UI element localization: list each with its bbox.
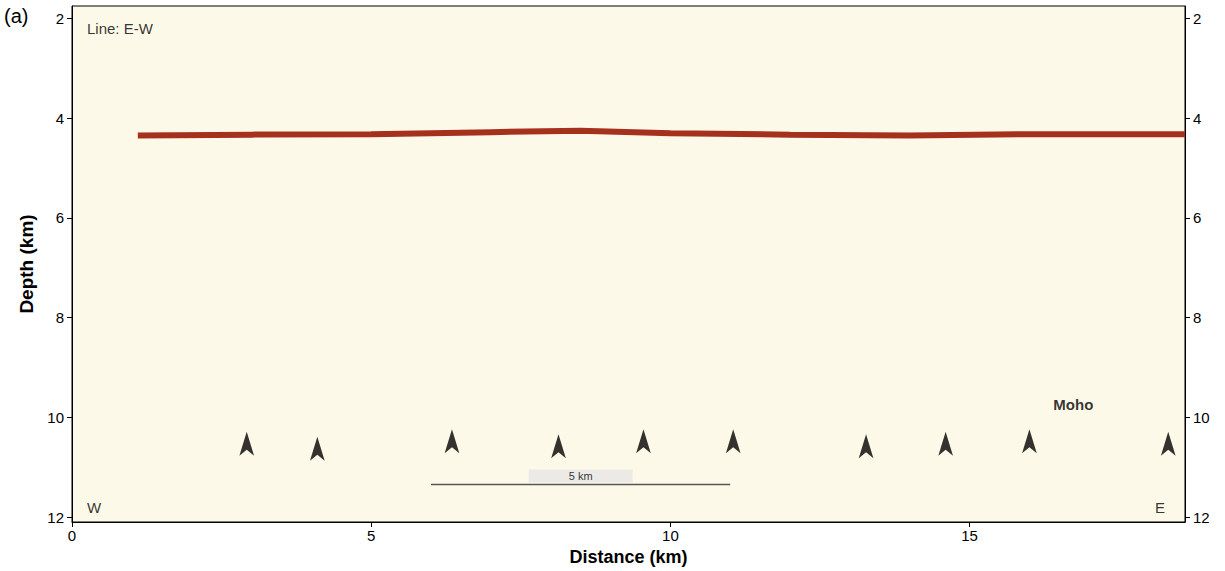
svg-text:10: 10 [47,409,64,426]
svg-text:(a): (a) [4,5,28,27]
svg-text:10: 10 [662,527,679,544]
svg-text:10: 10 [1193,409,1210,426]
svg-text:W: W [87,499,102,516]
svg-text:5: 5 [367,527,375,544]
svg-text:5 km: 5 km [569,470,593,482]
svg-text:6: 6 [1193,209,1201,226]
svg-text:6: 6 [56,209,64,226]
svg-text:4: 4 [56,110,64,127]
svg-text:4: 4 [1193,110,1201,127]
svg-text:2: 2 [1193,10,1201,27]
svg-text:Line: E-W: Line: E-W [87,20,154,37]
svg-text:Moho: Moho [1053,396,1093,413]
svg-text:8: 8 [56,309,64,326]
svg-text:0: 0 [68,527,76,544]
svg-text:15: 15 [961,527,978,544]
svg-text:Depth (km): Depth (km) [16,214,37,313]
svg-text:Distance (km): Distance (km) [569,547,687,567]
svg-text:E: E [1155,499,1165,516]
svg-text:2: 2 [56,10,64,27]
svg-text:12: 12 [47,509,64,526]
svg-text:8: 8 [1193,309,1201,326]
svg-text:12: 12 [1193,509,1210,526]
